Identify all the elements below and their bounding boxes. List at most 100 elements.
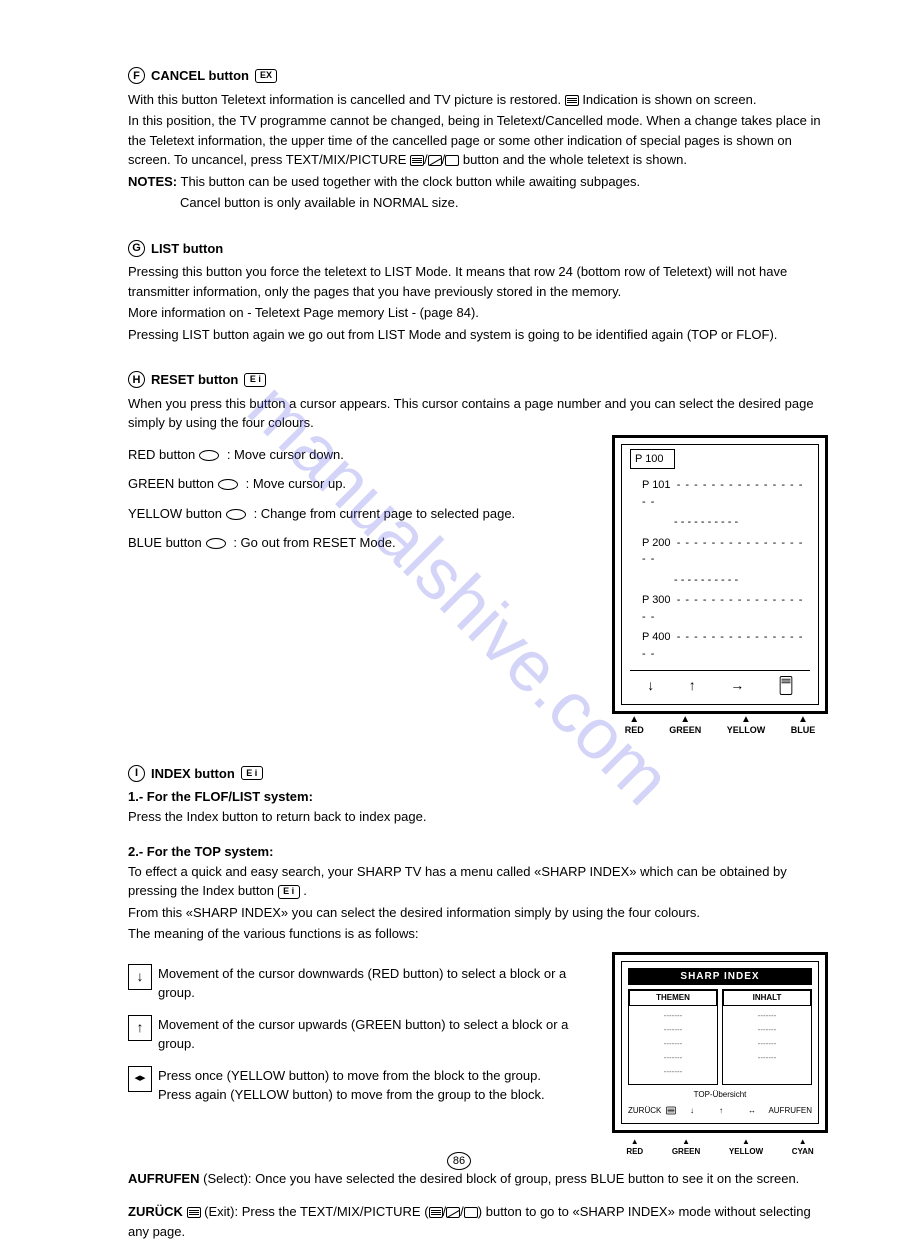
- yellow-row: YELLOW button : Change from current page…: [128, 504, 598, 524]
- aufrufen-bold: AUFRUFEN: [128, 1171, 200, 1186]
- reset-button-icon: E i: [244, 373, 266, 387]
- section-index: I INDEX button E i 1.- For the FLOF/LIST…: [128, 764, 828, 1241]
- right-arrow-icon: →: [730, 675, 744, 696]
- func-down-text: Movement of the cursor downwards (RED bu…: [158, 964, 598, 1003]
- pointer-up-icon: ▲: [631, 1137, 639, 1147]
- red-axis-label: RED: [625, 724, 644, 738]
- oval-button-icon: [199, 450, 219, 461]
- themen-col: THEMEN: [629, 990, 717, 1006]
- oval-button-icon: [226, 509, 246, 520]
- pointer-up-icon: ▲: [741, 716, 751, 724]
- red-label: RED button: [128, 447, 195, 462]
- oval-button-icon: [218, 479, 238, 490]
- zuruck-label: ZURÜCK: [628, 1106, 661, 1115]
- yellow-axis-label: YELLOW: [727, 724, 766, 738]
- pointer-up-icon: ▲: [629, 716, 639, 724]
- reset-diagram: P 100 P 101 - - - - - - - - - - - - - - …: [612, 435, 828, 738]
- index-button-icon: E i: [278, 885, 300, 899]
- dashes: - - - - - - - - - -: [674, 514, 810, 531]
- inhalt-col: INHALT: [723, 990, 811, 1006]
- blue-desc: : Go out from RESET Mode.: [230, 535, 396, 550]
- green-row: GREEN button : Move cursor up.: [128, 474, 598, 494]
- index-header: I INDEX button E i: [128, 764, 828, 784]
- list-p2: More information on - Teletext Page memo…: [128, 303, 828, 323]
- index-sub2-p2: From this «SHARP INDEX» you can select t…: [128, 903, 828, 923]
- picture-icon: [445, 155, 459, 166]
- red-desc: : Move cursor down.: [223, 447, 344, 462]
- index-sub2-title: 2.- For the TOP system:: [128, 842, 828, 862]
- green-desc: : Move cursor up.: [242, 476, 346, 491]
- pointer-up-icon: ▲: [682, 1137, 690, 1147]
- index-sub1-text: Press the Index button to return back to…: [128, 807, 828, 827]
- up-arrow-icon: ↑: [689, 675, 696, 696]
- notes1-text: This button can be used together with th…: [177, 174, 640, 189]
- sub2-p1a: To effect a quick and easy search, your …: [128, 864, 787, 899]
- teletext-icon: [187, 1207, 201, 1218]
- notes-label: NOTES:: [128, 174, 177, 189]
- teletext-icon: [666, 1107, 676, 1115]
- up-arrow-icon: ↑: [719, 1105, 723, 1117]
- teletext-icon: [410, 155, 424, 166]
- pointer-up-icon: ▲: [742, 1137, 750, 1147]
- red-row: RED button : Move cursor down.: [128, 445, 598, 465]
- yellow-label: YELLOW button: [128, 506, 222, 521]
- green-label: GREEN button: [128, 476, 214, 491]
- list-header: G LIST button: [128, 239, 828, 259]
- cancel-header: F CANCEL button EX: [128, 66, 828, 86]
- cancel-p1b: Indication is shown on screen.: [582, 92, 756, 107]
- sharp-index-title: SHARP INDEX: [628, 968, 812, 985]
- func-lr-row: ◂▸ Press once (YELLOW button) to move fr…: [128, 1066, 598, 1105]
- cancel-notes1: NOTES: This button can be used together …: [128, 172, 828, 192]
- zuruck-bold: ZURÜCK: [128, 1204, 183, 1219]
- p101: P 101: [642, 479, 671, 491]
- func-up-text: Movement of the cursor upwards (GREEN bu…: [158, 1015, 598, 1054]
- dashes: - - - - - - - - - -: [674, 572, 810, 589]
- leftright-arrow-box-icon: ◂▸: [128, 1066, 152, 1092]
- letter-g-icon: G: [128, 240, 145, 257]
- func-down-row: ↓ Movement of the cursor downwards (RED …: [128, 964, 598, 1003]
- letter-h-icon: H: [128, 371, 145, 388]
- cancel-p2b: button and the whole teletext is shown.: [463, 152, 687, 167]
- down-arrow-icon: ↓: [690, 1105, 694, 1117]
- func-lr2-text: Press again (YELLOW button) to move from…: [158, 1085, 598, 1105]
- index-button-icon: E i: [241, 766, 263, 780]
- teletext-icon: [429, 1207, 443, 1218]
- aufrufen-text: (Select): Once you have selected the des…: [200, 1171, 800, 1186]
- blue-row: BLUE button : Go out from RESET Mode.: [128, 533, 598, 553]
- cancel-notes2: Cancel button is only available in NORMA…: [128, 193, 828, 213]
- pointer-up-icon: ▲: [799, 1137, 807, 1147]
- mix-icon: [428, 155, 442, 166]
- picture-icon: [464, 1207, 478, 1218]
- down-arrow-icon: ↓: [647, 675, 654, 696]
- aufrufen-label: AUFRUFEN: [768, 1105, 812, 1117]
- pointer-up-icon: ▲: [680, 716, 690, 724]
- up-arrow-box-icon: ↑: [128, 1015, 152, 1041]
- section-reset: H RESET button E i When you press this b…: [128, 370, 828, 738]
- index-title: INDEX button: [151, 764, 235, 784]
- reset-p1: When you press this button a cursor appe…: [128, 394, 828, 433]
- page-number: 86: [447, 1152, 471, 1170]
- list-p1: Pressing this button you force the telet…: [128, 262, 828, 301]
- p300: P 300: [642, 594, 671, 606]
- section-list: G LIST button Pressing this button you f…: [128, 239, 828, 345]
- reset-header: H RESET button E i: [128, 370, 828, 390]
- letter-f-icon: F: [128, 67, 145, 84]
- p100-box: P 100: [630, 449, 675, 470]
- index-diagram: SHARP INDEX THEMEN -------------- ------…: [612, 952, 828, 1157]
- leftright-arrow-icon: ↔: [748, 1105, 756, 1117]
- aufrufen-para: AUFRUFEN (Select): Once you have selecte…: [128, 1169, 828, 1189]
- blue-label: BLUE button: [128, 535, 202, 550]
- letter-i-icon: I: [128, 765, 145, 782]
- index-sub1-title: 1.- For the FLOF/LIST system:: [128, 787, 828, 807]
- d2-green: GREEN: [672, 1147, 700, 1157]
- zuruck-para: ZURÜCK (Exit): Press the TEXT/MIX/PICTUR…: [128, 1202, 828, 1241]
- func-lr1-text: Press once (YELLOW button) to move from …: [158, 1066, 598, 1086]
- top-ubersicht: TOP-Übersicht: [628, 1089, 812, 1101]
- pointer-up-icon: ▲: [798, 716, 808, 724]
- list-title: LIST button: [151, 239, 223, 259]
- cancel-button-icon: EX: [255, 69, 277, 83]
- cancel-title: CANCEL button: [151, 66, 249, 86]
- down-arrow-box-icon: ↓: [128, 964, 152, 990]
- d2-yellow: YELLOW: [729, 1147, 763, 1157]
- yellow-desc: : Change from current page to selected p…: [250, 506, 515, 521]
